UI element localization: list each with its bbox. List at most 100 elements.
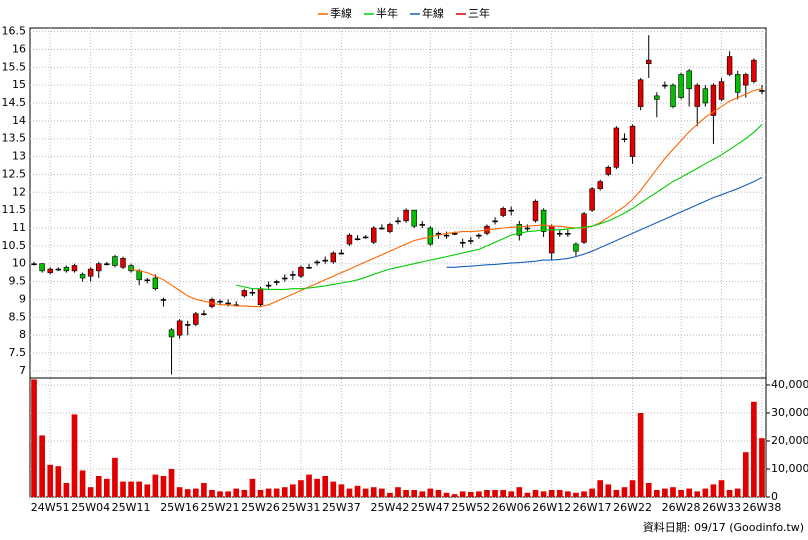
volume-bar <box>160 476 167 497</box>
volume-bar <box>670 487 676 497</box>
y2-tick-label: 0 <box>771 490 778 503</box>
candle-body <box>532 200 539 222</box>
candle-body <box>637 79 644 107</box>
candle-body <box>645 59 652 65</box>
volume-bar <box>556 490 563 497</box>
candle-body <box>573 243 579 252</box>
volume-bar <box>637 413 644 497</box>
volume-bar <box>136 481 143 497</box>
candle-body <box>112 256 118 266</box>
volume-bar <box>233 488 240 497</box>
volume-bar <box>435 490 442 497</box>
volume-bar <box>354 485 361 497</box>
y-tick-label: 7 <box>19 364 26 377</box>
candle-body <box>273 281 280 283</box>
candle-body <box>176 320 183 336</box>
volume-bar <box>330 481 337 497</box>
candle-body <box>306 266 312 269</box>
volume-bar <box>370 487 377 497</box>
volume-bar <box>176 487 183 497</box>
volume-bar <box>516 487 523 497</box>
volume-bar <box>686 488 692 497</box>
x-tick-label: 26W28 <box>662 501 701 514</box>
legend-label: 季線 <box>330 6 352 20</box>
volume-bar <box>209 490 215 497</box>
candle-body <box>128 265 134 272</box>
volume-bar <box>241 490 248 497</box>
volume-bar <box>192 488 199 497</box>
candle-body <box>290 274 296 276</box>
candle-body <box>71 265 78 272</box>
x-tick-label: 25W26 <box>241 501 280 514</box>
volume-bar <box>225 491 231 497</box>
candle-body <box>710 84 717 116</box>
volume-bar <box>548 490 555 497</box>
candle-body <box>500 208 506 216</box>
volume-bar <box>524 492 531 497</box>
volume-bar <box>508 491 515 497</box>
candle-body <box>459 241 466 244</box>
x-tick-label: 24W51 <box>31 501 70 514</box>
volume-bar <box>694 491 701 497</box>
volume-bar <box>710 484 717 497</box>
volume-bar <box>273 488 280 497</box>
volume-bar <box>621 487 628 497</box>
x-tick-label: 26W12 <box>532 501 571 514</box>
candle-body <box>395 220 401 223</box>
candle-body <box>694 84 700 107</box>
volume-bar <box>629 480 636 497</box>
volume-bar <box>298 480 304 497</box>
candle-body <box>144 279 151 282</box>
candle-body <box>104 263 110 266</box>
candle-body <box>249 291 256 294</box>
volume-bar <box>484 490 490 497</box>
volume-bar <box>257 490 264 497</box>
candle-body <box>184 324 191 326</box>
volume-bar <box>589 488 595 497</box>
volume-bar <box>718 480 725 497</box>
ma-line <box>236 124 763 290</box>
candle-body <box>354 238 361 241</box>
legend-label: 半年 <box>376 6 398 20</box>
volume-bar <box>362 488 369 497</box>
candle-body <box>524 227 531 230</box>
y-tick-label: 11.5 <box>2 203 27 216</box>
volume-bar <box>47 464 54 497</box>
candle-body <box>31 263 37 266</box>
ma-line <box>130 88 763 308</box>
volume-bar <box>112 457 118 497</box>
x-tick-label: 26W33 <box>702 501 741 514</box>
candle-body <box>718 81 725 100</box>
candle-body <box>136 270 142 281</box>
candle-body <box>387 224 393 232</box>
candle-body <box>282 277 288 280</box>
candle-body <box>322 259 328 262</box>
volume-bar <box>751 401 757 497</box>
candle-body <box>419 224 425 226</box>
y2-tick-label: 30,000 <box>771 406 808 419</box>
x-tick-label: 26W38 <box>743 501 782 514</box>
candle-body <box>435 233 442 235</box>
candle-body <box>265 284 272 287</box>
candle-body <box>508 209 514 212</box>
y-tick-label: 16.5 <box>2 25 27 38</box>
candle-body <box>557 233 563 235</box>
y-tick-label: 12.5 <box>2 167 27 180</box>
y-tick-label: 14 <box>12 114 26 127</box>
volume-bar <box>290 484 296 497</box>
volume-bar <box>759 438 765 497</box>
volume-bar <box>306 474 312 497</box>
candle-body <box>403 209 409 222</box>
x-tick-label: 26W06 <box>492 501 531 514</box>
y-tick-label: 16 <box>12 42 26 55</box>
y2-tick-label: 20,000 <box>771 434 808 447</box>
candle-body <box>39 263 45 272</box>
candle-body <box>540 209 547 232</box>
candle-body <box>47 268 53 273</box>
volume-bar <box>217 491 223 497</box>
volume-bar <box>184 489 191 497</box>
y-tick-label: 8 <box>19 328 26 341</box>
candle-body <box>686 70 692 90</box>
candle-body <box>743 74 749 86</box>
candle-body <box>257 288 264 306</box>
